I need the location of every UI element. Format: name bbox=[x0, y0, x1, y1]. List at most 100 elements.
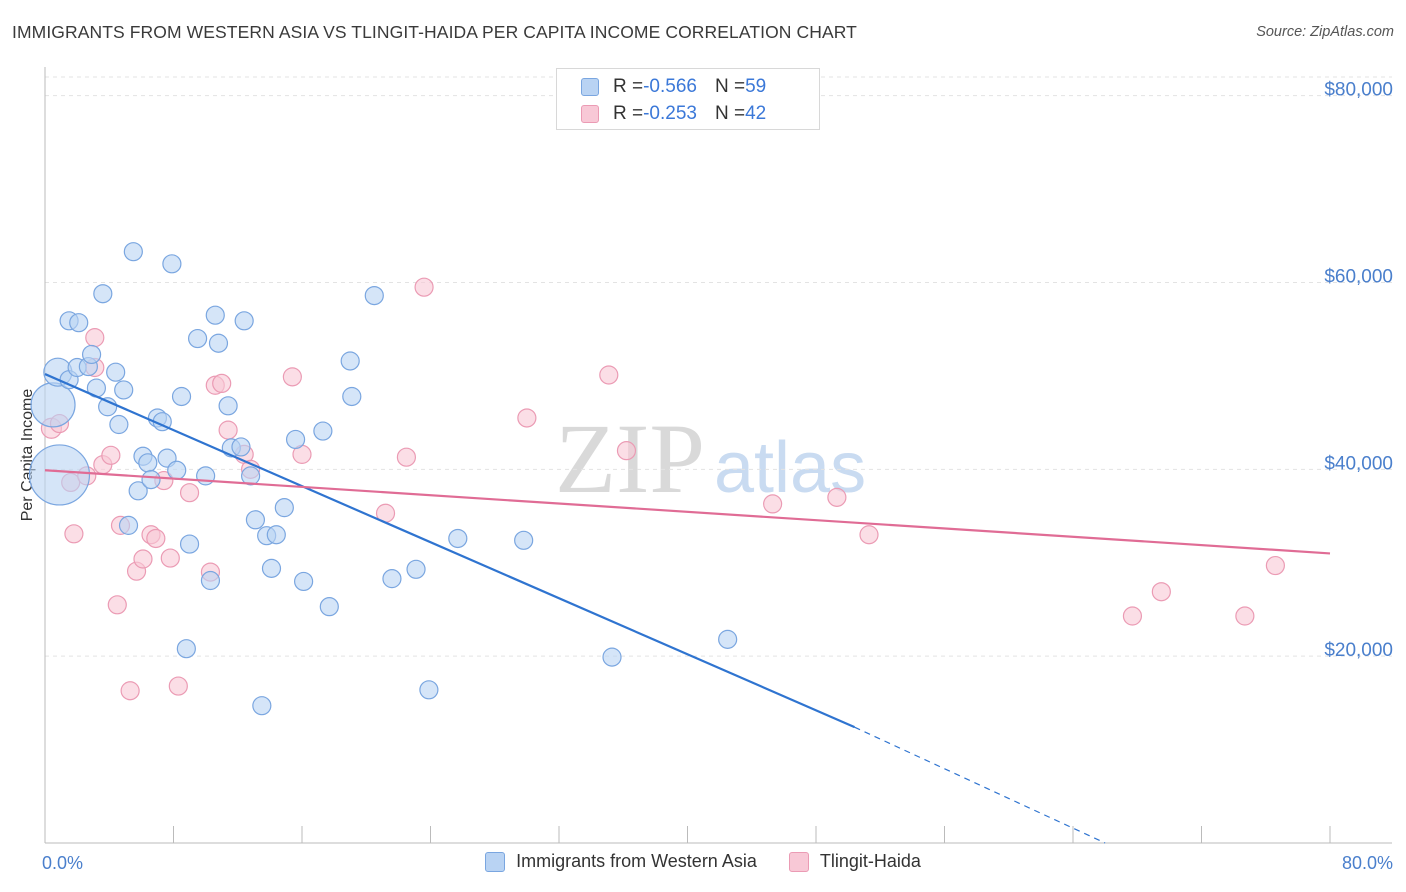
legend-r-value: -0.566 bbox=[643, 76, 697, 97]
point-western-asia bbox=[109, 414, 129, 435]
point-tlingit-haida bbox=[146, 528, 166, 549]
point-western-asia bbox=[266, 525, 286, 545]
y-tick-label: $40,000 bbox=[1324, 453, 1393, 474]
point-western-asia bbox=[294, 571, 314, 592]
legend-r-label: R = bbox=[613, 76, 644, 97]
point-western-asia bbox=[261, 558, 282, 578]
point-western-asia bbox=[419, 680, 439, 700]
point-western-asia bbox=[106, 362, 126, 382]
legend-r-label: R = bbox=[613, 103, 644, 124]
point-western-asia bbox=[218, 396, 238, 416]
y-tick-label: $20,000 bbox=[1324, 640, 1393, 661]
source-label: Source: ZipAtlas.com bbox=[1256, 24, 1394, 40]
legend-row-tlingit-haida: R = -0.253 N = 42 bbox=[581, 101, 766, 127]
point-western-asia bbox=[602, 647, 622, 667]
chart-title: IMMIGRANTS FROM WESTERN ASIA VS TLINGIT-… bbox=[12, 22, 857, 42]
y-tick-label: $80,000 bbox=[1324, 80, 1393, 101]
point-western-asia bbox=[81, 344, 102, 365]
point-western-asia bbox=[718, 629, 738, 649]
point-western-asia bbox=[448, 528, 468, 549]
point-western-asia bbox=[114, 380, 134, 400]
point-western-asia bbox=[200, 570, 221, 591]
point-tlingit-haida bbox=[763, 494, 783, 514]
correlation-legend: R = -0.566 N = 59 R = -0.253 N = 42 bbox=[556, 68, 820, 130]
point-tlingit-haida bbox=[827, 487, 847, 507]
trendline-tlingit-haida bbox=[44, 469, 1331, 555]
x-tick-label-right: 80.0% bbox=[1342, 853, 1393, 873]
point-western-asia bbox=[69, 313, 89, 333]
legend-label-western-asia: Immigrants from Western Asia bbox=[516, 851, 757, 871]
point-tlingit-haida bbox=[282, 367, 302, 387]
point-western-asia bbox=[342, 386, 362, 407]
legend-r-value: -0.253 bbox=[643, 103, 697, 124]
point-tlingit-haida bbox=[133, 549, 153, 569]
point-tlingit-haida bbox=[179, 483, 200, 503]
point-western-asia bbox=[138, 453, 158, 473]
point-western-asia bbox=[167, 460, 187, 480]
point-western-asia bbox=[171, 386, 192, 407]
point-tlingit-haida bbox=[859, 525, 879, 545]
series-legend: Immigrants from Western Asia Tlingit-Hai… bbox=[0, 851, 1406, 872]
x-tick-label-left: 0.0% bbox=[42, 853, 83, 873]
point-western-asia bbox=[205, 305, 225, 325]
legend-row-western-asia: R = -0.566 N = 59 bbox=[581, 74, 766, 100]
point-western-asia bbox=[234, 311, 254, 331]
point-western-asia bbox=[28, 444, 91, 506]
point-western-asia bbox=[319, 597, 339, 617]
point-western-asia bbox=[141, 470, 161, 490]
legend-n-label: N = bbox=[714, 76, 746, 97]
trendline-western-asia bbox=[44, 373, 855, 729]
point-tlingit-haida bbox=[517, 408, 537, 428]
point-western-asia bbox=[179, 534, 200, 554]
point-western-asia bbox=[231, 437, 251, 457]
legend-n-label: N = bbox=[714, 103, 746, 124]
point-tlingit-haida bbox=[212, 373, 232, 393]
point-western-asia bbox=[285, 429, 306, 450]
point-western-asia bbox=[364, 285, 384, 306]
point-western-asia bbox=[406, 559, 426, 579]
point-tlingit-haida bbox=[616, 441, 637, 461]
point-western-asia bbox=[196, 466, 216, 486]
point-tlingit-haida bbox=[64, 524, 84, 544]
point-tlingit-haida bbox=[599, 365, 619, 385]
point-tlingit-haida bbox=[120, 681, 140, 701]
point-western-asia bbox=[313, 421, 333, 441]
point-western-asia bbox=[187, 328, 208, 349]
point-tlingit-haida bbox=[1235, 606, 1255, 626]
legend-item-tlingit-haida: Tlingit-Haida bbox=[788, 851, 921, 872]
y-tick-label: $60,000 bbox=[1324, 267, 1393, 288]
legend-swatch-tlingit-haida bbox=[581, 105, 599, 123]
point-western-asia bbox=[118, 515, 139, 535]
point-tlingit-haida bbox=[160, 548, 180, 568]
point-tlingit-haida bbox=[1122, 606, 1143, 626]
point-tlingit-haida bbox=[85, 328, 105, 348]
legend-n-value: 42 bbox=[745, 103, 767, 124]
legend-item-western-asia: Immigrants from Western Asia bbox=[485, 851, 757, 872]
point-tlingit-haida bbox=[1151, 582, 1171, 602]
point-western-asia bbox=[514, 530, 534, 550]
legend-swatch-western-asia bbox=[485, 851, 506, 872]
point-tlingit-haida bbox=[107, 595, 127, 615]
point-western-asia bbox=[382, 569, 402, 589]
point-tlingit-haida bbox=[414, 277, 434, 297]
point-western-asia bbox=[123, 242, 143, 262]
point-western-asia bbox=[162, 254, 182, 274]
point-tlingit-haida bbox=[101, 445, 121, 465]
point-western-asia bbox=[340, 351, 360, 371]
point-western-asia bbox=[245, 510, 266, 530]
point-western-asia bbox=[274, 498, 294, 518]
point-tlingit-haida bbox=[218, 420, 238, 440]
point-western-asia bbox=[176, 639, 196, 659]
legend-label-tlingit-haida: Tlingit-Haida bbox=[819, 851, 921, 871]
point-tlingit-haida bbox=[168, 676, 188, 696]
legend-swatch-western-asia bbox=[581, 78, 599, 96]
legend-swatch-tlingit-haida bbox=[788, 851, 809, 872]
point-tlingit-haida bbox=[396, 447, 417, 467]
point-western-asia bbox=[208, 333, 229, 353]
legend-n-value: 59 bbox=[745, 76, 767, 97]
point-tlingit-haida bbox=[1265, 555, 1285, 576]
trendline-extension-western-asia bbox=[854, 726, 1106, 844]
point-western-asia bbox=[241, 466, 261, 486]
point-western-asia bbox=[252, 696, 272, 716]
